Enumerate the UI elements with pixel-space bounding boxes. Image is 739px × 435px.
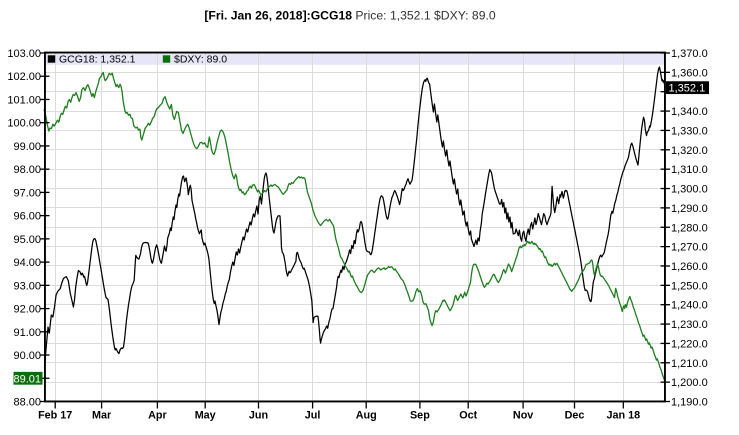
svg-text:1,250.0: 1,250.0 — [671, 280, 708, 292]
svg-text:91.00: 91.00 — [13, 327, 41, 339]
svg-text:1,190.0: 1,190.0 — [671, 397, 708, 409]
svg-text:[Fri. Jan 26, 2018]:GCG18 Pric: [Fri. Jan 26, 2018]:GCG18 Price: 1,352.1… — [204, 9, 496, 23]
svg-text:Jun: Jun — [249, 410, 268, 422]
svg-text:1,260.0: 1,260.0 — [671, 261, 708, 273]
svg-text:GCG18: 1,352.1: GCG18: 1,352.1 — [59, 54, 136, 66]
svg-text:1,240.0: 1,240.0 — [671, 300, 708, 312]
svg-text:89.01: 89.01 — [13, 373, 41, 385]
svg-text:Sep: Sep — [410, 410, 430, 422]
svg-text:94.00: 94.00 — [13, 257, 41, 269]
svg-text:May: May — [195, 410, 216, 422]
svg-text:1,210.0: 1,210.0 — [671, 358, 708, 370]
svg-text:Dec: Dec — [565, 410, 585, 422]
svg-text:Apr: Apr — [148, 410, 167, 422]
svg-text:1,360.0: 1,360.0 — [671, 67, 708, 79]
svg-text:1,340.0: 1,340.0 — [671, 106, 708, 118]
svg-text:Jul: Jul — [305, 410, 321, 422]
svg-text:98.00: 98.00 — [13, 164, 41, 176]
svg-text:92.00: 92.00 — [13, 304, 41, 316]
svg-text:1,220.0: 1,220.0 — [671, 338, 708, 350]
svg-text:95.00: 95.00 — [13, 234, 41, 246]
svg-text:1,280.0: 1,280.0 — [671, 222, 708, 234]
svg-text:97.00: 97.00 — [13, 187, 41, 199]
svg-text:Nov: Nov — [513, 410, 533, 422]
svg-text:1,370.0: 1,370.0 — [671, 48, 708, 60]
svg-text:1,270.0: 1,270.0 — [671, 242, 708, 254]
svg-text:Aug: Aug — [356, 410, 377, 422]
svg-text:88.00: 88.00 — [13, 397, 41, 409]
svg-text:93.00: 93.00 — [13, 280, 41, 292]
svg-text:1,310.0: 1,310.0 — [671, 164, 708, 176]
svg-text:Mar: Mar — [92, 410, 112, 422]
svg-text:1,290.0: 1,290.0 — [671, 203, 708, 215]
svg-text:103.00: 103.00 — [7, 48, 41, 60]
svg-text:1,330.0: 1,330.0 — [671, 125, 708, 137]
svg-text:1,352.1: 1,352.1 — [669, 83, 706, 95]
svg-text:1,200.0: 1,200.0 — [671, 377, 708, 389]
svg-text:1,230.0: 1,230.0 — [671, 319, 708, 331]
svg-text:Oct: Oct — [459, 410, 477, 422]
svg-text:90.00: 90.00 — [13, 350, 41, 362]
svg-text:100.00: 100.00 — [7, 118, 41, 130]
svg-text:Feb 17: Feb 17 — [38, 410, 72, 422]
svg-text:96.00: 96.00 — [13, 211, 41, 223]
svg-text:102.00: 102.00 — [7, 71, 41, 83]
svg-text:Jan 18: Jan 18 — [606, 410, 640, 422]
svg-text:1,320.0: 1,320.0 — [671, 145, 708, 157]
svg-text:$DXY: 89.0: $DXY: 89.0 — [174, 54, 227, 66]
svg-text:101.00: 101.00 — [7, 94, 41, 106]
svg-text:1,300.0: 1,300.0 — [671, 184, 708, 196]
svg-text:99.00: 99.00 — [13, 141, 41, 153]
